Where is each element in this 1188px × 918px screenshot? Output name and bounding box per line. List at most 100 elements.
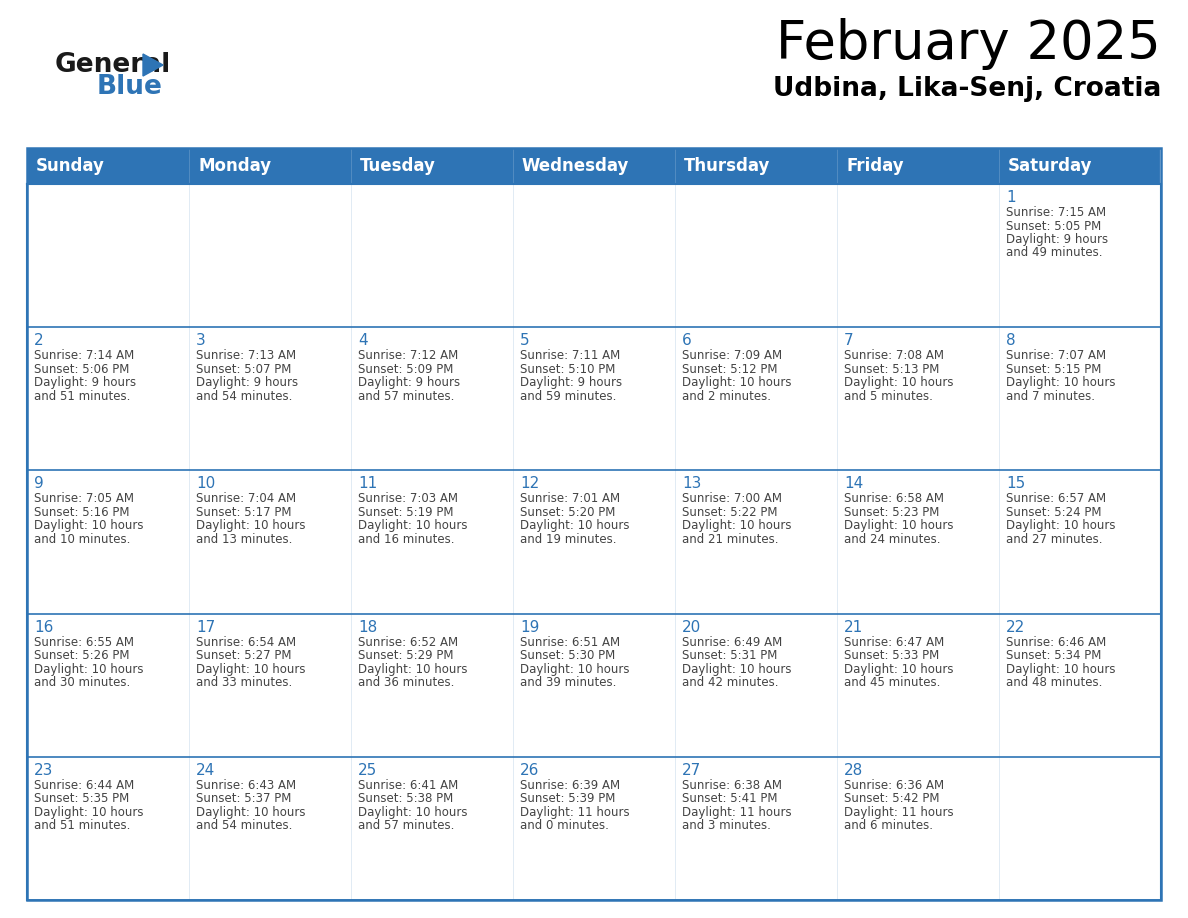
Text: Daylight: 9 hours: Daylight: 9 hours: [196, 376, 298, 389]
Text: 28: 28: [843, 763, 864, 778]
Text: Daylight: 11 hours: Daylight: 11 hours: [682, 806, 791, 819]
Text: Sunset: 5:13 PM: Sunset: 5:13 PM: [843, 363, 940, 375]
Text: Sunrise: 7:08 AM: Sunrise: 7:08 AM: [843, 349, 944, 363]
Text: Daylight: 9 hours: Daylight: 9 hours: [520, 376, 623, 389]
Text: 14: 14: [843, 476, 864, 491]
Text: and 48 minutes.: and 48 minutes.: [1006, 676, 1102, 689]
Text: and 5 minutes.: and 5 minutes.: [843, 390, 933, 403]
Text: and 27 minutes.: and 27 minutes.: [1006, 533, 1102, 546]
Text: Sunset: 5:37 PM: Sunset: 5:37 PM: [196, 792, 291, 805]
Text: Sunrise: 6:36 AM: Sunrise: 6:36 AM: [843, 778, 944, 792]
Text: Sunday: Sunday: [36, 157, 105, 175]
Text: Sunset: 5:34 PM: Sunset: 5:34 PM: [1006, 649, 1101, 662]
Text: and 54 minutes.: and 54 minutes.: [196, 819, 292, 833]
Text: Daylight: 10 hours: Daylight: 10 hours: [682, 520, 791, 532]
Text: 8: 8: [1006, 333, 1016, 348]
Text: Sunset: 5:06 PM: Sunset: 5:06 PM: [34, 363, 129, 375]
Text: and 2 minutes.: and 2 minutes.: [682, 390, 771, 403]
Text: 20: 20: [682, 620, 701, 634]
Text: Sunrise: 7:12 AM: Sunrise: 7:12 AM: [358, 349, 459, 363]
Text: Sunset: 5:30 PM: Sunset: 5:30 PM: [520, 649, 615, 662]
Bar: [27, 184, 1161, 327]
Text: 7: 7: [843, 333, 854, 348]
Text: Daylight: 10 hours: Daylight: 10 hours: [1006, 663, 1116, 676]
Text: Saturday: Saturday: [1007, 157, 1093, 175]
Text: Sunrise: 6:49 AM: Sunrise: 6:49 AM: [682, 635, 782, 649]
Text: Sunset: 5:38 PM: Sunset: 5:38 PM: [358, 792, 454, 805]
Text: Sunset: 5:16 PM: Sunset: 5:16 PM: [34, 506, 129, 519]
Text: Daylight: 10 hours: Daylight: 10 hours: [34, 520, 144, 532]
Text: and 36 minutes.: and 36 minutes.: [358, 676, 454, 689]
Text: Blue: Blue: [97, 74, 163, 100]
Text: 2: 2: [34, 333, 44, 348]
Text: Daylight: 10 hours: Daylight: 10 hours: [358, 520, 468, 532]
Text: Sunset: 5:35 PM: Sunset: 5:35 PM: [34, 792, 129, 805]
Text: and 45 minutes.: and 45 minutes.: [843, 676, 941, 689]
Text: Sunrise: 6:47 AM: Sunrise: 6:47 AM: [843, 635, 944, 649]
Text: Sunset: 5:39 PM: Sunset: 5:39 PM: [520, 792, 615, 805]
Text: and 7 minutes.: and 7 minutes.: [1006, 390, 1095, 403]
Text: Daylight: 9 hours: Daylight: 9 hours: [1006, 233, 1108, 246]
Text: 24: 24: [196, 763, 215, 778]
Text: Sunset: 5:07 PM: Sunset: 5:07 PM: [196, 363, 291, 375]
Text: and 54 minutes.: and 54 minutes.: [196, 390, 292, 403]
Text: Sunset: 5:09 PM: Sunset: 5:09 PM: [358, 363, 454, 375]
Text: Sunset: 5:10 PM: Sunset: 5:10 PM: [520, 363, 615, 375]
Text: Daylight: 10 hours: Daylight: 10 hours: [520, 520, 630, 532]
Text: Sunset: 5:24 PM: Sunset: 5:24 PM: [1006, 506, 1101, 519]
Text: Monday: Monday: [198, 157, 271, 175]
Text: and 57 minutes.: and 57 minutes.: [358, 819, 454, 833]
Text: Daylight: 9 hours: Daylight: 9 hours: [34, 376, 137, 389]
Text: Sunrise: 6:38 AM: Sunrise: 6:38 AM: [682, 778, 782, 792]
Text: and 16 minutes.: and 16 minutes.: [358, 533, 455, 546]
Polygon shape: [143, 54, 163, 76]
Text: Daylight: 10 hours: Daylight: 10 hours: [196, 806, 305, 819]
Text: Sunset: 5:19 PM: Sunset: 5:19 PM: [358, 506, 454, 519]
Text: 17: 17: [196, 620, 215, 634]
Text: 25: 25: [358, 763, 378, 778]
Text: and 30 minutes.: and 30 minutes.: [34, 676, 131, 689]
Text: Sunrise: 7:14 AM: Sunrise: 7:14 AM: [34, 349, 134, 363]
Bar: [27, 756, 1161, 900]
Text: Daylight: 10 hours: Daylight: 10 hours: [843, 376, 954, 389]
Text: 5: 5: [520, 333, 530, 348]
Text: Daylight: 10 hours: Daylight: 10 hours: [34, 806, 144, 819]
Text: and 42 minutes.: and 42 minutes.: [682, 676, 778, 689]
Text: Sunrise: 6:55 AM: Sunrise: 6:55 AM: [34, 635, 134, 649]
Text: Daylight: 10 hours: Daylight: 10 hours: [196, 520, 305, 532]
Text: and 21 minutes.: and 21 minutes.: [682, 533, 778, 546]
Text: Sunset: 5:15 PM: Sunset: 5:15 PM: [1006, 363, 1101, 375]
Text: Sunrise: 7:04 AM: Sunrise: 7:04 AM: [196, 492, 296, 506]
Text: Sunset: 5:22 PM: Sunset: 5:22 PM: [682, 506, 777, 519]
Text: and 33 minutes.: and 33 minutes.: [196, 676, 292, 689]
Text: 26: 26: [520, 763, 539, 778]
Text: Daylight: 10 hours: Daylight: 10 hours: [196, 663, 305, 676]
Text: 23: 23: [34, 763, 53, 778]
Text: Sunrise: 6:58 AM: Sunrise: 6:58 AM: [843, 492, 944, 506]
Text: and 6 minutes.: and 6 minutes.: [843, 819, 933, 833]
Text: Daylight: 11 hours: Daylight: 11 hours: [520, 806, 630, 819]
Text: Daylight: 10 hours: Daylight: 10 hours: [358, 663, 468, 676]
Text: Sunset: 5:41 PM: Sunset: 5:41 PM: [682, 792, 777, 805]
Text: Tuesday: Tuesday: [360, 157, 436, 175]
Text: and 51 minutes.: and 51 minutes.: [34, 819, 131, 833]
Text: and 49 minutes.: and 49 minutes.: [1006, 247, 1102, 260]
Text: Sunrise: 6:54 AM: Sunrise: 6:54 AM: [196, 635, 296, 649]
Bar: [27, 148, 1161, 900]
Text: 10: 10: [196, 476, 215, 491]
Text: Sunrise: 6:43 AM: Sunrise: 6:43 AM: [196, 778, 296, 792]
Text: 22: 22: [1006, 620, 1025, 634]
Text: 15: 15: [1006, 476, 1025, 491]
Text: Daylight: 10 hours: Daylight: 10 hours: [1006, 520, 1116, 532]
Text: 9: 9: [34, 476, 44, 491]
Text: Daylight: 10 hours: Daylight: 10 hours: [1006, 376, 1116, 389]
Text: Sunrise: 7:13 AM: Sunrise: 7:13 AM: [196, 349, 296, 363]
Text: Sunset: 5:29 PM: Sunset: 5:29 PM: [358, 649, 454, 662]
Text: Daylight: 10 hours: Daylight: 10 hours: [843, 520, 954, 532]
Text: and 19 minutes.: and 19 minutes.: [520, 533, 617, 546]
Text: 4: 4: [358, 333, 367, 348]
Text: 16: 16: [34, 620, 53, 634]
Text: Sunrise: 6:46 AM: Sunrise: 6:46 AM: [1006, 635, 1106, 649]
Text: Sunset: 5:31 PM: Sunset: 5:31 PM: [682, 649, 777, 662]
Text: 11: 11: [358, 476, 378, 491]
